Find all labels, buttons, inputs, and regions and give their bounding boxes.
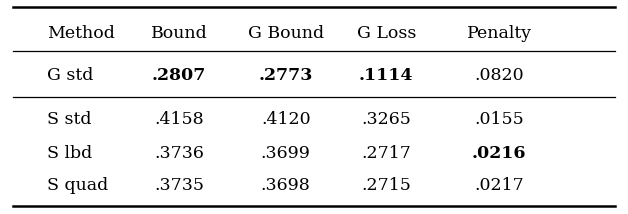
Text: .3736: .3736 — [154, 144, 204, 162]
Text: Method: Method — [47, 25, 115, 42]
Text: Bound: Bound — [151, 25, 207, 42]
Text: G Bound: G Bound — [247, 25, 324, 42]
Text: .3735: .3735 — [154, 177, 204, 194]
Text: S std: S std — [47, 111, 92, 128]
Text: .3699: .3699 — [261, 144, 311, 162]
Text: .3698: .3698 — [261, 177, 311, 194]
Text: .4120: .4120 — [261, 111, 311, 128]
Text: .4158: .4158 — [154, 111, 204, 128]
Text: G Loss: G Loss — [357, 25, 416, 42]
Text: .0155: .0155 — [474, 111, 524, 128]
Text: Penalty: Penalty — [467, 25, 532, 42]
Text: .2715: .2715 — [361, 177, 411, 194]
Text: .2807: .2807 — [152, 67, 206, 85]
Text: .1114: .1114 — [359, 67, 413, 85]
Text: .0216: .0216 — [472, 144, 526, 162]
Text: S lbd: S lbd — [47, 144, 92, 162]
Text: .0217: .0217 — [474, 177, 524, 194]
Text: S quad: S quad — [47, 177, 109, 194]
Text: G std: G std — [47, 67, 94, 85]
Text: .3265: .3265 — [361, 111, 411, 128]
Text: .0820: .0820 — [474, 67, 524, 85]
Text: .2717: .2717 — [361, 144, 411, 162]
Text: .2773: .2773 — [259, 67, 313, 85]
